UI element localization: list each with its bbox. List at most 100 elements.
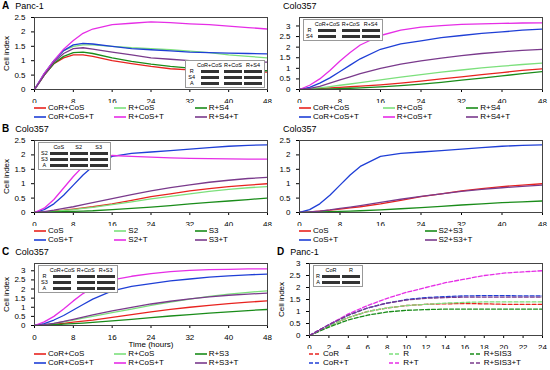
html-text:Colo357: Colo357 — [15, 124, 49, 134]
svg-text:0: 0 — [21, 208, 26, 217]
svg-text:0.5: 0.5 — [279, 74, 291, 83]
svg-text:2.5: 2.5 — [14, 13, 26, 22]
svg-text:48: 48 — [538, 97, 547, 103]
svg-text:3: 3 — [286, 22, 291, 31]
svg-text:40: 40 — [498, 220, 507, 226]
svg-text:1: 1 — [21, 179, 26, 188]
svg-text:1: 1 — [296, 307, 301, 316]
svg-text:0.5: 0.5 — [14, 71, 26, 80]
svg-text:8: 8 — [71, 220, 76, 226]
svg-text:16: 16 — [460, 343, 469, 349]
svg-text:2.5: 2.5 — [279, 32, 291, 41]
svg-text:32: 32 — [185, 97, 194, 103]
svg-text:1.5: 1.5 — [14, 165, 26, 174]
svg-text:0: 0 — [286, 208, 291, 217]
svg-text:40: 40 — [224, 97, 233, 103]
svg-text:48: 48 — [263, 97, 272, 103]
svg-text:24: 24 — [417, 220, 426, 226]
svg-text:8: 8 — [338, 97, 343, 103]
svg-text:8: 8 — [71, 333, 76, 342]
svg-text:14: 14 — [441, 343, 450, 349]
svg-text:24: 24 — [146, 333, 156, 343]
svg-text:32: 32 — [185, 220, 194, 226]
svg-text:0: 0 — [32, 333, 37, 342]
svg-text:2: 2 — [21, 150, 26, 159]
svg-text:20: 20 — [499, 343, 508, 349]
svg-text:1.5: 1.5 — [14, 42, 26, 51]
svg-text:2: 2 — [286, 150, 291, 159]
svg-text:16: 16 — [376, 97, 385, 103]
html-text:Colo357: Colo357 — [283, 1, 317, 11]
svg-text:48: 48 — [263, 333, 272, 342]
svg-text:2: 2 — [286, 43, 291, 52]
svg-text:1: 1 — [286, 64, 291, 73]
svg-text:0.5: 0.5 — [289, 319, 301, 328]
svg-text:1.5: 1.5 — [14, 294, 26, 303]
svg-text:3: 3 — [21, 266, 26, 275]
html-text:Colo357: Colo357 — [15, 247, 49, 257]
svg-text:16: 16 — [108, 97, 117, 103]
svg-text:32: 32 — [457, 97, 466, 103]
svg-text:Time (hours): Time (hours) — [128, 340, 173, 349]
svg-text:24: 24 — [147, 97, 156, 103]
html-text:Panc-1: Panc-1 — [290, 247, 319, 257]
svg-text:2.5: 2.5 — [14, 136, 26, 145]
svg-text:16: 16 — [376, 220, 385, 226]
svg-text:1: 1 — [21, 56, 26, 65]
svg-text:1: 1 — [286, 179, 291, 188]
html-text:CoR+CoS: CoR+CoS — [48, 103, 85, 112]
svg-text:0: 0 — [307, 343, 312, 349]
svg-text:Cell index: Cell index — [277, 282, 286, 317]
svg-text:2.5: 2.5 — [289, 271, 301, 280]
svg-text:1.5: 1.5 — [279, 53, 291, 62]
svg-text:1: 1 — [21, 303, 26, 312]
svg-text:Cell index: Cell index — [2, 36, 11, 71]
svg-text:6: 6 — [366, 343, 371, 349]
svg-text:18: 18 — [480, 343, 489, 349]
html-text:R+CoS: R+CoS — [128, 103, 155, 112]
svg-text:12: 12 — [422, 343, 431, 349]
svg-text:0.5: 0.5 — [14, 312, 26, 321]
svg-text:4: 4 — [346, 343, 351, 349]
svg-text:Cell index: Cell index — [2, 277, 11, 312]
svg-text:0: 0 — [296, 331, 301, 340]
svg-text:16: 16 — [108, 333, 117, 342]
svg-text:8: 8 — [338, 220, 343, 226]
svg-text:32: 32 — [457, 220, 466, 226]
svg-text:0: 0 — [286, 85, 291, 94]
svg-text:10: 10 — [402, 343, 411, 349]
svg-text:32: 32 — [185, 333, 194, 342]
svg-text:0: 0 — [21, 85, 26, 94]
svg-text:3: 3 — [296, 259, 301, 268]
svg-text:48: 48 — [263, 220, 272, 226]
svg-text:2.5: 2.5 — [279, 136, 291, 145]
html-text:Colo357: Colo357 — [283, 124, 317, 134]
svg-text:0: 0 — [32, 97, 37, 103]
svg-text:2.5: 2.5 — [14, 275, 26, 284]
svg-text:40: 40 — [498, 97, 507, 103]
svg-text:22: 22 — [519, 343, 528, 349]
svg-text:16: 16 — [108, 220, 117, 226]
svg-text:2: 2 — [21, 27, 26, 36]
svg-text:1.5: 1.5 — [279, 165, 291, 174]
svg-text:8: 8 — [71, 97, 76, 103]
svg-text:40: 40 — [224, 333, 233, 342]
svg-text:0.5: 0.5 — [14, 194, 26, 203]
svg-text:0: 0 — [32, 220, 37, 226]
svg-text:1.5: 1.5 — [289, 295, 301, 304]
svg-text:24: 24 — [147, 220, 156, 226]
svg-text:24: 24 — [538, 343, 547, 349]
svg-text:2: 2 — [327, 343, 332, 349]
html-text:Panc-1: Panc-1 — [15, 1, 44, 11]
svg-text:0: 0 — [21, 321, 26, 330]
svg-text:0.5: 0.5 — [279, 194, 291, 203]
svg-text:0: 0 — [297, 97, 302, 103]
svg-text:24: 24 — [417, 97, 426, 103]
svg-text:8: 8 — [385, 343, 390, 349]
svg-text:0: 0 — [297, 220, 302, 226]
svg-text:48: 48 — [538, 220, 547, 226]
svg-text:2: 2 — [296, 283, 301, 292]
svg-text:Cell index: Cell index — [2, 159, 11, 194]
svg-text:2: 2 — [21, 285, 26, 294]
svg-text:40: 40 — [224, 220, 233, 226]
